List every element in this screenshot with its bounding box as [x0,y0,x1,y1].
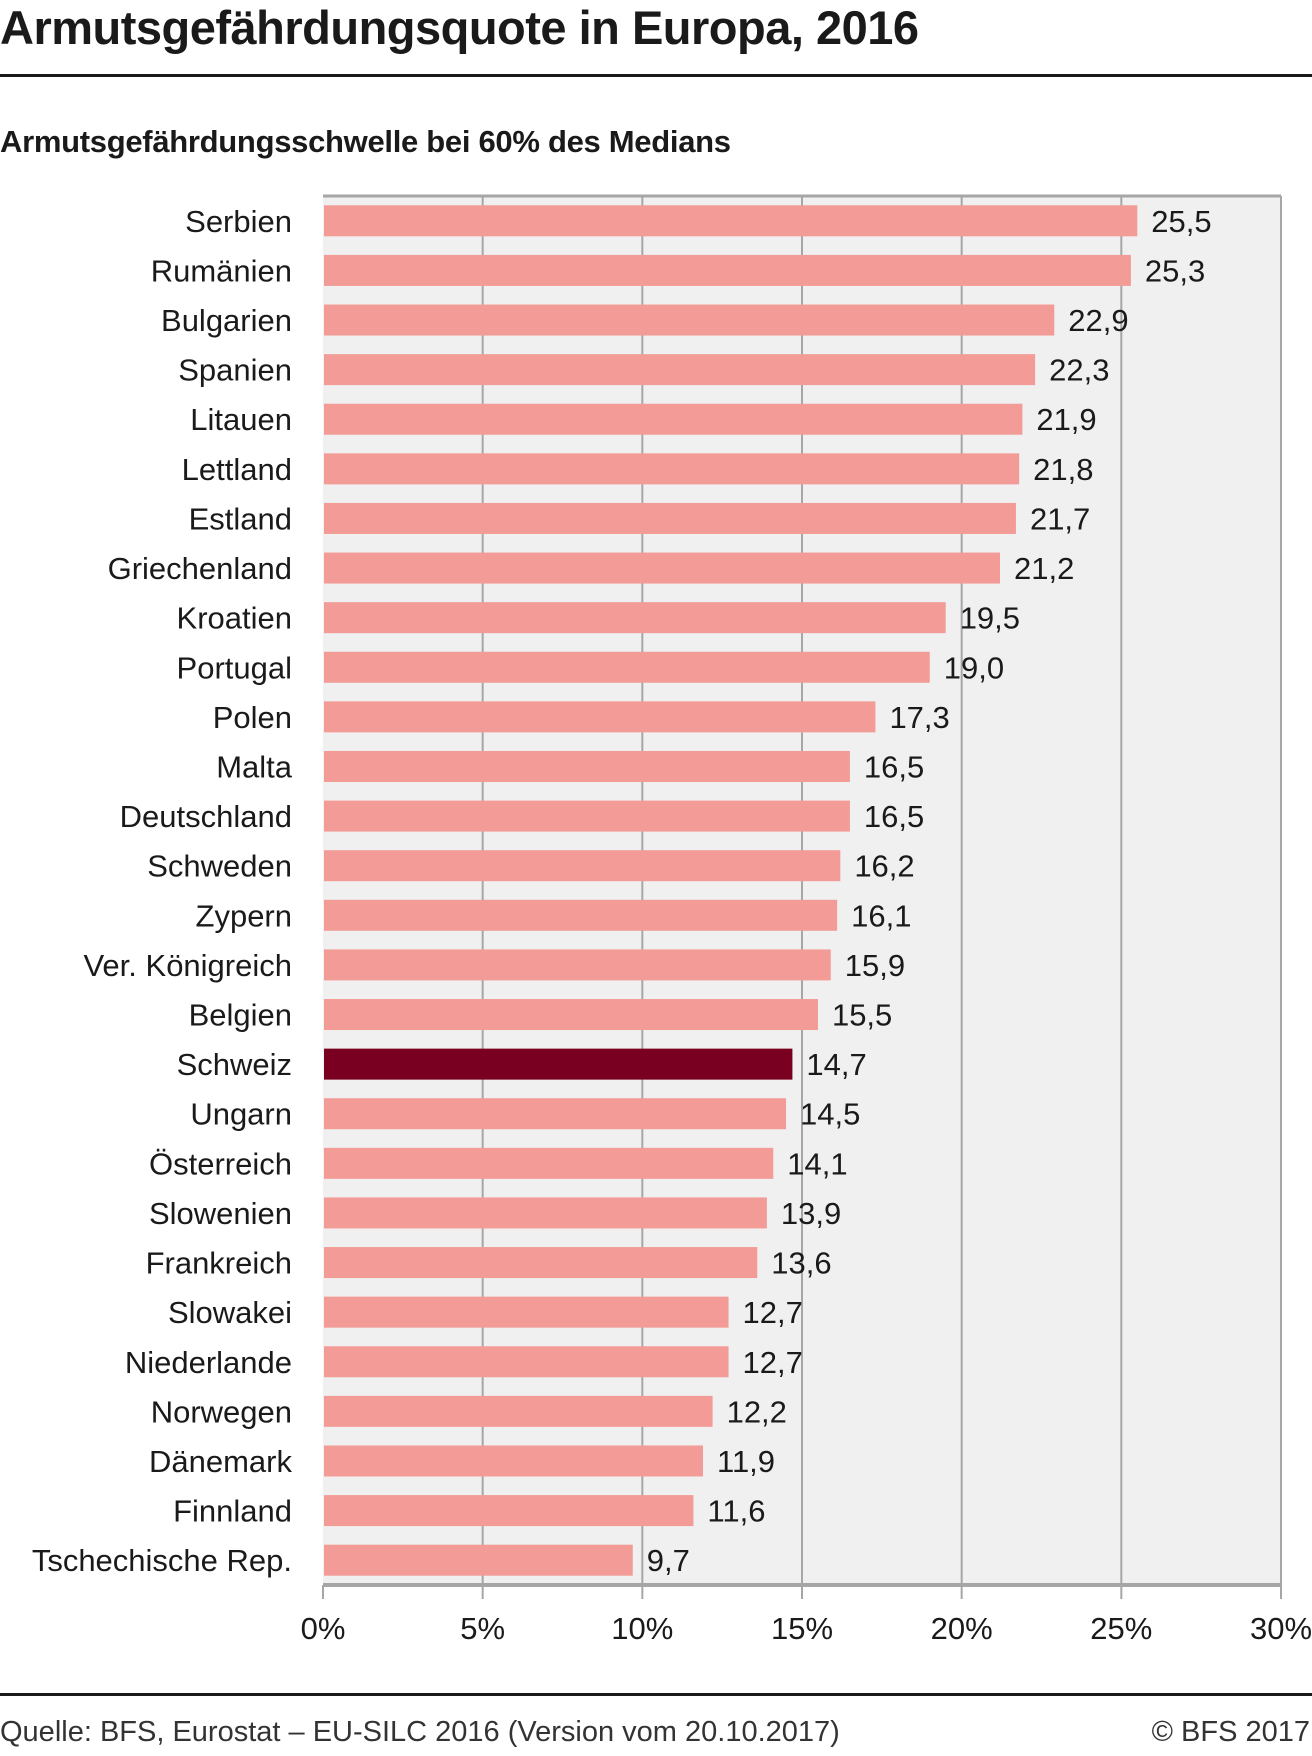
data-label: 13,9 [781,1196,841,1231]
data-label: 16,5 [864,749,924,784]
bar [324,552,1000,584]
bar [324,1544,633,1576]
data-label: 14,7 [806,1047,866,1082]
bar [324,1147,774,1179]
bar [324,1395,713,1427]
data-label: 12,7 [743,1295,803,1330]
data-label: 17,3 [889,700,949,735]
bar [324,602,946,634]
bar [324,354,1036,386]
bar [324,899,838,931]
bar [324,850,841,882]
x-tick-label: 20% [931,1611,993,1646]
data-label: 15,9 [845,948,905,983]
bar [324,1445,704,1477]
chart-title: Armutsgefährdungsquote in Europa, 2016 [0,1,919,54]
data-label: 21,7 [1030,501,1090,536]
category-label: Dänemark [149,1444,292,1479]
bar [324,453,1020,485]
bar [324,949,831,981]
category-label: Österreich [149,1146,292,1181]
x-tick-label: 30% [1250,1611,1312,1646]
category-label: Portugal [177,650,292,685]
source-note: Quelle: BFS, Eurostat – EU-SILC 2016 (Ve… [0,1716,840,1748]
category-label: Zypern [196,898,292,933]
bar [324,701,876,733]
title-divider [0,74,1312,77]
copyright: © BFS 2017 [1151,1716,1310,1748]
bar [324,502,1016,534]
bar [324,1296,729,1328]
category-label: Lettland [182,452,292,487]
category-label: Slowenien [149,1196,292,1231]
category-label: Griechenland [108,551,292,586]
data-label: 11,9 [717,1444,775,1479]
category-label: Norwegen [151,1394,292,1429]
bar [324,1197,767,1229]
category-label: Polen [213,700,292,735]
bar [324,254,1131,286]
data-label: 9,7 [647,1543,690,1578]
category-label: Tschechische Rep. [32,1543,292,1578]
category-label: Deutschland [120,799,292,834]
data-label: 21,8 [1033,452,1093,487]
data-label: 16,1 [851,898,911,933]
data-label: 21,9 [1036,402,1096,437]
category-label: Serbien [185,204,292,239]
x-tick-label: 5% [460,1611,505,1646]
bar [324,304,1055,336]
category-label: Ungarn [190,1097,292,1132]
category-label: Litauen [190,402,292,437]
category-label: Schweiz [177,1047,292,1082]
data-label: 16,5 [864,799,924,834]
category-label: Frankreich [146,1246,292,1281]
category-label: Estland [189,501,292,536]
category-label: Niederlande [125,1345,292,1380]
data-label: 22,9 [1068,303,1128,338]
x-tick-label: 0% [301,1611,346,1646]
bar-chart: 0% 5% 10% 15% 20% 25% 30% Serbien 25,5 Rumänien 25… [32,194,1312,1646]
category-label: Bulgarien [161,303,292,338]
bar-highlight [324,1048,793,1080]
footer-divider [0,1693,1312,1696]
bar [324,403,1023,435]
data-label: 19,0 [944,650,1004,685]
category-label: Malta [216,749,293,784]
category-label: Ver. Königreich [83,948,292,983]
chart-subtitle: Armutsgefährdungsschwelle bei 60% des Me… [0,124,731,159]
data-label: 14,1 [787,1146,847,1181]
category-label: Rumänien [151,253,292,288]
category-label: Spanien [178,353,292,388]
x-tick-label: 25% [1090,1611,1152,1646]
data-label: 13,6 [771,1246,831,1281]
data-label: 12,2 [727,1394,787,1429]
data-label: 12,7 [743,1345,803,1380]
bar [324,1346,729,1378]
bar [324,1247,758,1279]
bar [324,1098,787,1130]
category-label: Belgien [189,998,292,1033]
data-label: 15,5 [832,998,892,1033]
data-label: 21,2 [1014,551,1074,586]
data-label: 25,3 [1145,253,1205,288]
bar [324,1495,694,1527]
bar [324,205,1138,237]
data-label: 11,6 [707,1494,765,1529]
bar [324,999,818,1031]
category-label: Finnland [173,1494,292,1529]
category-label: Kroatien [177,601,292,636]
data-label: 14,5 [800,1097,860,1132]
x-tick-label: 15% [771,1611,833,1646]
bar [324,800,850,832]
data-label: 22,3 [1049,353,1109,388]
data-label: 19,5 [960,601,1020,636]
bar [324,750,850,782]
x-tick-label: 10% [611,1611,673,1646]
category-label: Schweden [147,849,292,884]
data-label: 16,2 [854,849,914,884]
data-label: 25,5 [1151,204,1211,239]
category-label: Slowakei [168,1295,292,1330]
bar [324,651,930,683]
